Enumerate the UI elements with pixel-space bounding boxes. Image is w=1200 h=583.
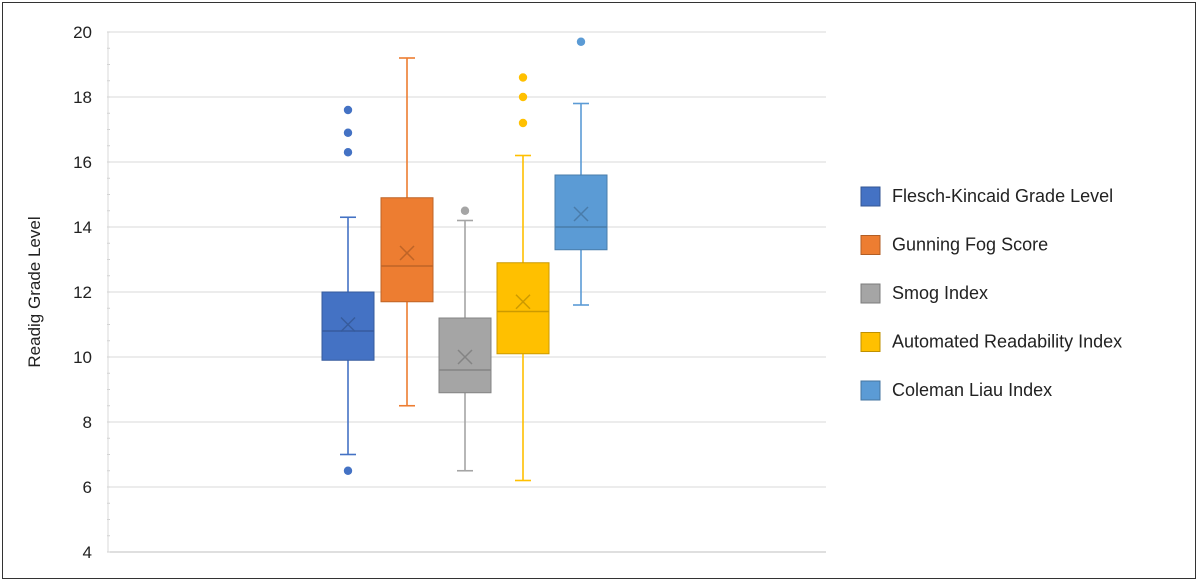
- outlier-point: [343, 128, 353, 137]
- iqr-box: [380, 197, 434, 303]
- box-automated-readability-index: [496, 73, 550, 482]
- mean-marker-stroke: [399, 245, 415, 261]
- outlier-point: [343, 466, 353, 475]
- mean-marker-stroke: [340, 316, 356, 333]
- box-smog-index: [438, 206, 492, 472]
- outlier-point: [576, 37, 586, 46]
- box-gunning-fog-score: [380, 57, 434, 407]
- legend: Flesch-Kincaid Grade Level Gunning Fog Sc…: [860, 186, 1122, 401]
- mean-marker: [340, 316, 356, 333]
- legend-item: Coleman Liau Index: [860, 380, 1052, 401]
- legend-swatch: [860, 332, 881, 352]
- y-axis-title: Readig Grade Level: [25, 216, 44, 367]
- y-tick-label-12: 12: [73, 283, 92, 302]
- y-axis-ticks: 4 6 8 10 12 14 16 18 20: [73, 23, 92, 562]
- legend-label: Automated Readability Index: [892, 332, 1122, 352]
- legend-item: Automated Readability Index: [860, 332, 1122, 352]
- y-tick-label-6: 6: [83, 478, 92, 497]
- mean-marker-stroke: [515, 294, 531, 310]
- legend-swatch: [860, 235, 881, 255]
- y-tick-label-16: 16: [73, 153, 92, 172]
- gridlines: [107, 31, 826, 553]
- mean-marker-stroke: [457, 349, 473, 365]
- legend-label: Gunning Fog Score: [892, 235, 1048, 255]
- y-tick-label-4: 4: [83, 543, 92, 562]
- mean-marker-stroke: [573, 206, 589, 222]
- y-tick-label-8: 8: [83, 413, 92, 432]
- legend-label: Smog Index: [892, 283, 988, 303]
- mean-marker: [515, 294, 531, 310]
- iqr-box: [438, 317, 492, 394]
- legend-item: Gunning Fog Score: [860, 235, 1048, 255]
- iqr-box: [554, 174, 608, 251]
- mean-marker: [573, 206, 589, 222]
- legend-label: Flesch-Kincaid Grade Level: [892, 186, 1113, 206]
- outlier-point: [518, 73, 528, 82]
- y-tick-label-14: 14: [73, 218, 92, 237]
- iqr-box: [496, 262, 550, 355]
- box-series: [321, 37, 608, 482]
- y-tick-label-18: 18: [73, 88, 92, 107]
- legend-label: Coleman Liau Index: [892, 380, 1052, 400]
- mean-marker: [399, 245, 415, 261]
- outlier-point: [518, 92, 528, 102]
- legend-swatch: [860, 380, 881, 401]
- outlier-point: [460, 206, 470, 215]
- legend-item: Flesch-Kincaid Grade Level: [860, 186, 1113, 207]
- mean-marker: [457, 349, 473, 365]
- legend-swatch: [860, 283, 881, 304]
- y-tick-label-10: 10: [73, 348, 92, 367]
- y-tick-label-20: 20: [73, 23, 92, 42]
- box-coleman-liau-index: [554, 37, 608, 306]
- outlier-point: [518, 118, 528, 128]
- outlier-point: [343, 105, 353, 115]
- legend-item: Smog Index: [860, 283, 988, 304]
- legend-swatch: [860, 186, 881, 207]
- box-flesch-kincaid-grade-level: [321, 105, 375, 475]
- outlier-point: [343, 148, 353, 157]
- iqr-box: [321, 291, 375, 361]
